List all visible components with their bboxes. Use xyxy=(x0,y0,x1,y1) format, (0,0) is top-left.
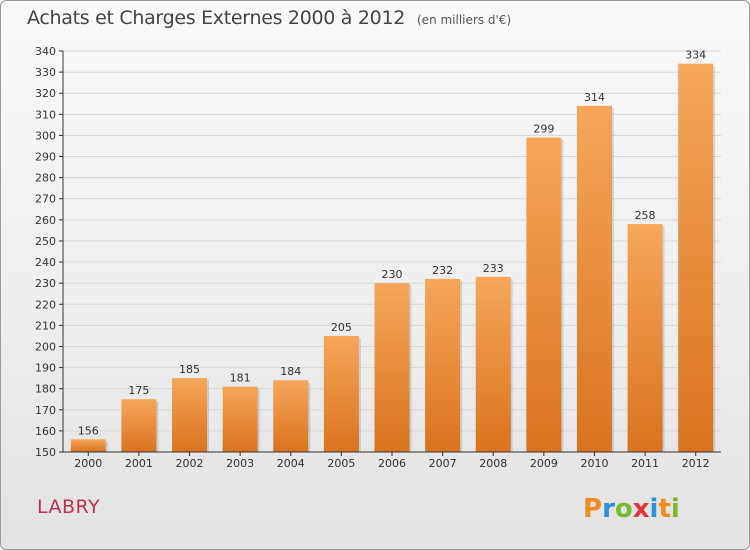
y-tick-label: 260 xyxy=(35,214,56,227)
bar xyxy=(323,335,359,452)
bar-value-label: 205 xyxy=(331,321,352,334)
bar-value-label: 184 xyxy=(280,365,301,378)
y-tick-label: 290 xyxy=(35,151,56,164)
bar-value-label: 185 xyxy=(179,363,200,376)
axes: 150 160 170 180 190 200 210 220 230 240 250 260 270 2… xyxy=(35,45,721,470)
bar-value-label: 258 xyxy=(635,209,656,222)
bar xyxy=(70,439,106,452)
bar-value-label: 181 xyxy=(230,372,251,385)
y-tick-label: 270 xyxy=(35,193,56,206)
y-tick-label: 310 xyxy=(35,108,56,121)
x-tick-label: 2004 xyxy=(277,457,305,470)
bar xyxy=(425,278,461,452)
y-tick-label: 200 xyxy=(35,340,56,353)
bar xyxy=(374,283,410,452)
bar xyxy=(273,380,309,452)
bar xyxy=(222,386,258,452)
x-tick-label: 2000 xyxy=(74,457,102,470)
bar xyxy=(121,399,157,452)
bar xyxy=(526,137,562,452)
y-tick-label: 340 xyxy=(35,45,56,58)
y-tick-label: 150 xyxy=(35,446,56,459)
y-tick-label: 240 xyxy=(35,256,56,269)
svg-text:Proxiti: Proxiti xyxy=(583,494,680,524)
y-tick-label: 300 xyxy=(35,129,56,142)
x-tick-label: 2003 xyxy=(226,457,254,470)
bar xyxy=(576,105,612,452)
y-tick-label: 330 xyxy=(35,66,56,79)
bar xyxy=(678,63,714,453)
y-tick-label: 250 xyxy=(35,235,56,248)
x-tick-label: 2008 xyxy=(479,457,507,470)
data-labels: 156 175 185 181 184 205 230 232 233 299 314 258 334 xyxy=(78,49,706,438)
bar-value-label: 299 xyxy=(533,123,554,136)
town-name: LABRY xyxy=(37,496,101,518)
x-tick-label: 2002 xyxy=(176,457,204,470)
bar-value-label: 230 xyxy=(382,268,403,281)
x-tick-label: 2007 xyxy=(429,457,457,470)
x-tick-label: 2009 xyxy=(530,457,558,470)
chart-subtitle: (en milliers d'€) xyxy=(417,13,512,27)
y-tick-label: 220 xyxy=(35,298,56,311)
chart-title: Achats et Charges Externes 2000 à 2012 xyxy=(27,7,406,29)
bars xyxy=(70,63,716,453)
y-tick-label: 190 xyxy=(35,362,56,375)
bar-value-label: 334 xyxy=(685,49,706,62)
y-tick-label: 320 xyxy=(35,87,56,100)
bar-value-label: 314 xyxy=(584,91,605,104)
proxiti-logo: Proxiti xyxy=(583,494,680,524)
bar-value-label: 232 xyxy=(432,264,453,277)
y-tick-label: 210 xyxy=(35,319,56,332)
y-tick-label: 160 xyxy=(35,425,56,438)
bar xyxy=(172,378,208,452)
x-tick-label: 2010 xyxy=(580,457,608,470)
y-tick-label: 170 xyxy=(35,404,56,417)
x-tick-label: 2005 xyxy=(327,457,355,470)
bar xyxy=(627,224,663,452)
x-tick-label: 2012 xyxy=(682,457,710,470)
y-tick-label: 180 xyxy=(35,383,56,396)
x-tick-label: 2001 xyxy=(125,457,153,470)
bar xyxy=(475,276,511,452)
x-tick-label: 2011 xyxy=(631,457,659,470)
bar-value-label: 156 xyxy=(78,424,99,437)
y-tick-label: 280 xyxy=(35,172,56,185)
bar-value-label: 175 xyxy=(128,384,149,397)
bar-value-label: 233 xyxy=(483,262,504,275)
x-tick-label: 2006 xyxy=(378,457,406,470)
y-tick-label: 230 xyxy=(35,277,56,290)
